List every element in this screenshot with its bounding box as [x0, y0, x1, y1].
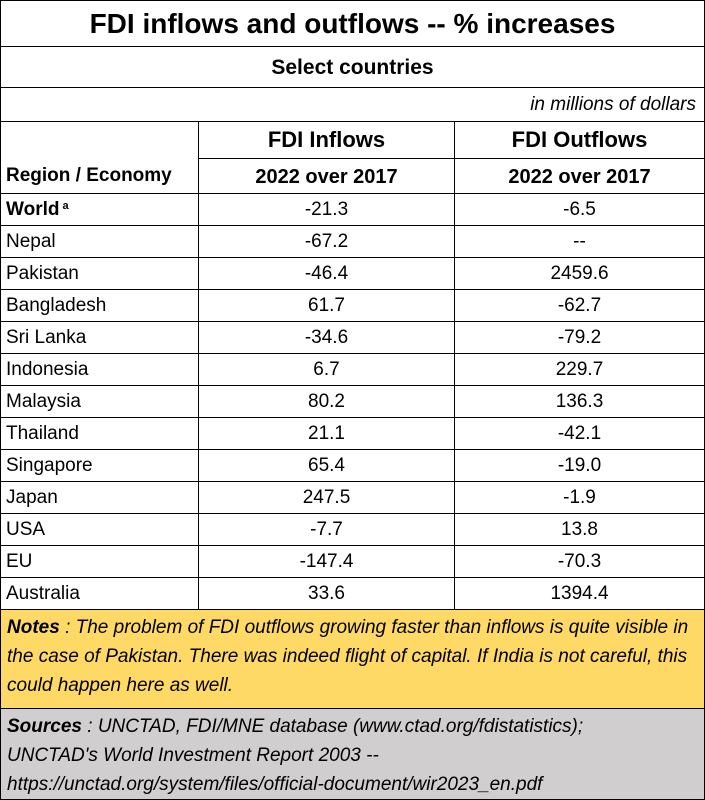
economy-cell: USA — [1, 514, 199, 545]
inflow-value: 21.1 — [199, 418, 455, 449]
economy-cell: EU — [1, 546, 199, 577]
outflow-value: 1394.4 — [550, 583, 609, 604]
table-row: Japan 247.5 -1.9 — [1, 482, 704, 514]
economy-name: World — [6, 199, 60, 220]
region-header: Region / Economy — [6, 165, 172, 186]
economy-name: USA — [6, 519, 46, 540]
inflow-value: 33.6 — [199, 578, 455, 609]
table-row: EU -147.4 -70.3 — [1, 546, 704, 578]
inflows-period: 2022 over 2017 — [199, 158, 454, 195]
inflow-value: 65.4 — [199, 450, 455, 481]
economy-name: Japan — [6, 487, 58, 508]
economy-name: Malaysia — [6, 391, 81, 412]
table-row: USA -7.7 13.8 — [1, 514, 704, 546]
sources-label: Sources — [7, 716, 82, 737]
outflow-value: -- — [573, 231, 586, 252]
table-row: Nepal -67.2 -- — [1, 226, 704, 258]
outflow-value: 136.3 — [555, 391, 604, 412]
outflow-value: -42.1 — [557, 423, 602, 444]
inflow-value: -46.4 — [199, 258, 455, 289]
economy-cell: Malaysia — [1, 386, 199, 417]
economy-cell: Australia — [1, 578, 199, 609]
inflow-value: -21.3 — [199, 194, 455, 225]
economy-cell: Japan — [1, 482, 199, 513]
inflow-value: -147.4 — [199, 546, 455, 577]
inflow-value: 61.7 — [199, 290, 455, 321]
table-row: Malaysia 80.2 136.3 — [1, 386, 704, 418]
table-row: Indonesia 6.7 229.7 — [1, 354, 704, 386]
outflows-header: FDI Outflows — [511, 127, 648, 152]
inflow-value: 6.7 — [199, 354, 455, 385]
economy-cell: Sri Lanka — [1, 322, 199, 353]
inflow-value: 80.2 — [199, 386, 455, 417]
notes-label: Notes — [7, 617, 60, 638]
sources-box: Sources : UNCTAD, FDI/MNE database (www.… — [1, 709, 704, 799]
table-row: World a -21.3 -6.5 — [1, 194, 704, 226]
sources-line-3: https://unctad.org/system/files/official… — [7, 774, 543, 795]
header-row: Region / Economy FDI Inflows 2022 over 2… — [1, 122, 704, 194]
table-row: Sri Lanka -34.6 -79.2 — [1, 322, 704, 354]
outflow-value: -1.9 — [563, 487, 596, 508]
notes-box: Notes : The problem of FDI outflows grow… — [1, 610, 704, 709]
table-row: Bangladesh 61.7 -62.7 — [1, 290, 704, 322]
economy-cell: Bangladesh — [1, 290, 199, 321]
economy-name: Bangladesh — [6, 295, 107, 316]
economy-cell: Indonesia — [1, 354, 199, 385]
economy-cell: Nepal — [1, 226, 199, 257]
table-title: FDI inflows and outflows -- % increases — [1, 1, 704, 47]
inflow-value: -67.2 — [199, 226, 455, 257]
table-row: Australia 33.6 1394.4 — [1, 578, 704, 610]
economy-name: Sri Lanka — [6, 327, 87, 348]
table-row: Thailand 21.1 -42.1 — [1, 418, 704, 450]
economy-name: Indonesia — [6, 359, 89, 380]
economy-cell: Singapore — [1, 450, 199, 481]
inflows-header-cell: FDI Inflows 2022 over 2017 — [199, 122, 455, 193]
economy-name: Nepal — [6, 231, 56, 252]
economy-cell: Pakistan — [1, 258, 199, 289]
inflows-header: FDI Inflows — [267, 127, 386, 152]
inflow-value: 247.5 — [199, 482, 455, 513]
outflow-value: 2459.6 — [550, 263, 609, 284]
economy-name: Singapore — [6, 455, 93, 476]
outflow-value: -19.0 — [557, 455, 602, 476]
table-subtitle: Select countries — [1, 47, 704, 88]
economy-name: Australia — [6, 583, 80, 604]
inflow-value: -34.6 — [199, 322, 455, 353]
outflows-period: 2022 over 2017 — [455, 158, 704, 195]
economy-cell: World a — [1, 194, 199, 225]
outflows-header-cell: FDI Outflows 2022 over 2017 — [455, 122, 704, 193]
outflow-value: -62.7 — [557, 295, 602, 316]
sources-line-2: UNCTAD's World Investment Report 2003 -- — [7, 745, 379, 766]
notes-text: : The problem of FDI outflows growing fa… — [7, 617, 689, 696]
outflow-value: -6.5 — [563, 199, 596, 220]
economy-cell: Thailand — [1, 418, 199, 449]
table-row: Singapore 65.4 -19.0 — [1, 450, 704, 482]
table-row: Pakistan -46.4 2459.6 — [1, 258, 704, 290]
outflow-value: 13.8 — [561, 519, 598, 540]
footnote-marker: a — [62, 200, 69, 212]
economy-name: Pakistan — [6, 263, 79, 284]
economy-name: EU — [6, 551, 33, 572]
sources-line-1: : UNCTAD, FDI/MNE database (www.ctad.org… — [81, 716, 584, 737]
units-note: in millions of dollars — [1, 88, 704, 122]
outflow-value: 229.7 — [555, 359, 604, 380]
outflow-value: -70.3 — [557, 551, 602, 572]
inflow-value: -7.7 — [199, 514, 455, 545]
economy-name: Thailand — [6, 423, 79, 444]
outflow-value: -79.2 — [557, 327, 602, 348]
region-header-cell: Region / Economy — [1, 122, 199, 193]
